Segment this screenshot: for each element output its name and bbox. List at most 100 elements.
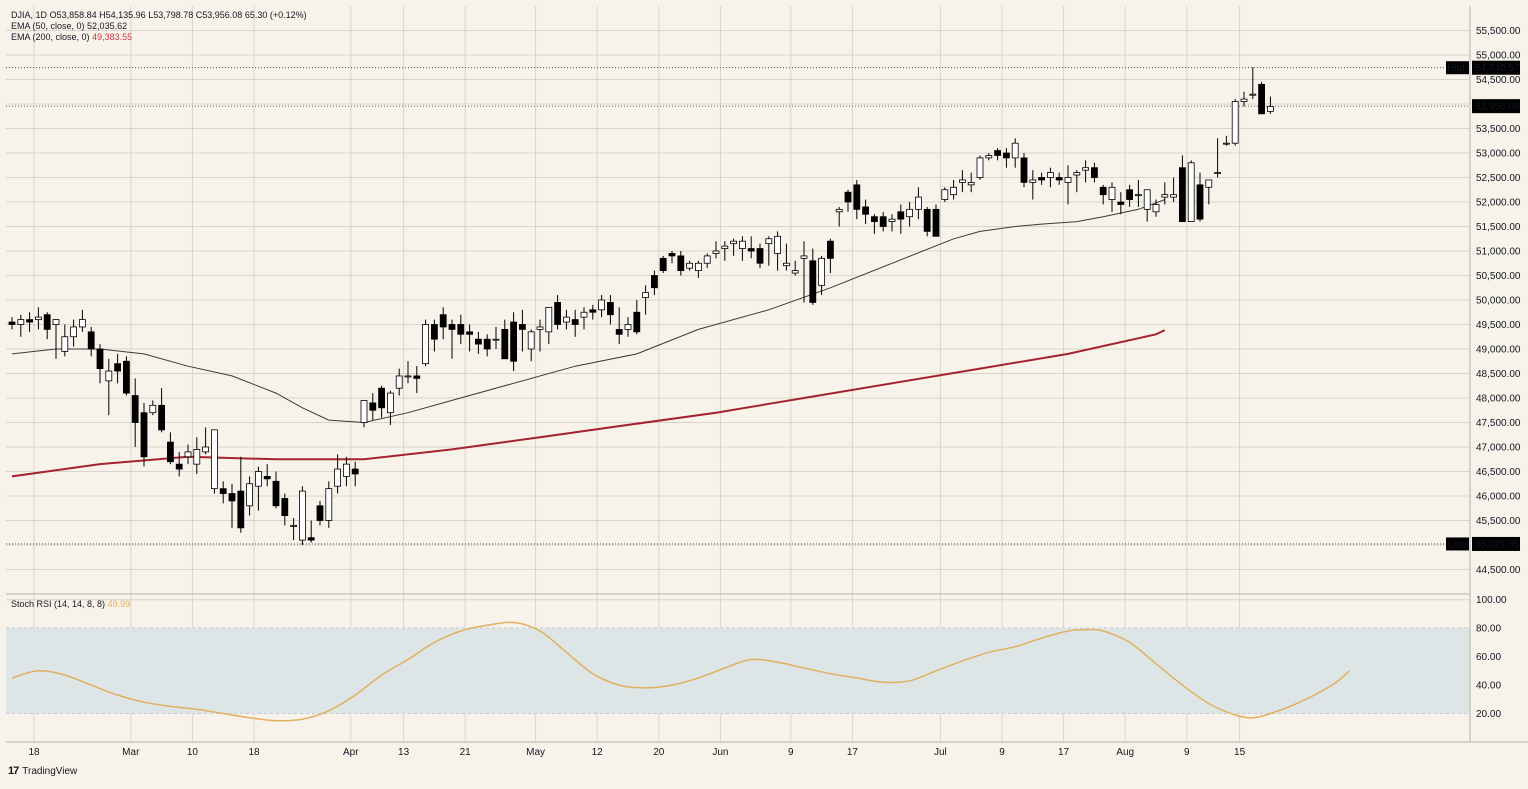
candle-body <box>1126 189 1133 200</box>
candle <box>1267 96 1274 114</box>
time-tick-label: 9 <box>1184 747 1190 758</box>
candle-body <box>158 404 166 431</box>
candle-body <box>474 338 482 345</box>
candle-body <box>756 248 764 264</box>
price-tick-label: 47,500.00 <box>1476 418 1521 429</box>
candle-body <box>360 400 368 423</box>
price-tick-label: 50,000.00 <box>1476 296 1521 307</box>
price-tick-label: 51,500.00 <box>1476 222 1521 233</box>
candle <box>642 285 649 315</box>
candle <box>210 429 218 494</box>
candle-body <box>342 463 350 477</box>
candle-body <box>633 311 641 333</box>
candle-body <box>659 257 667 272</box>
price-tick-label: 47,000.00 <box>1476 443 1521 454</box>
candle-body <box>325 488 333 521</box>
candle <box>800 241 808 303</box>
candle-body <box>8 321 16 325</box>
candle-body <box>1038 177 1045 181</box>
time-tick-label: Jul <box>934 747 947 758</box>
candle <box>105 358 113 416</box>
candle <box>430 319 438 352</box>
candle <box>79 309 86 332</box>
time-tick-label: 20 <box>653 747 665 758</box>
stoch-tick-label: 100.00 <box>1476 595 1507 606</box>
candle-body <box>1187 162 1195 223</box>
candle <box>1223 135 1230 146</box>
candle-body <box>783 262 790 267</box>
tradingview-logo[interactable]: 17 TradingView <box>8 765 77 777</box>
candle <box>43 312 51 340</box>
candle <box>140 402 148 467</box>
time-tick-label: 10 <box>187 747 199 758</box>
price-tick-label: 55,500.00 <box>1476 26 1521 37</box>
candle-body <box>1099 186 1107 196</box>
candle <box>1143 189 1151 222</box>
candle-body <box>1143 189 1151 210</box>
candle-body <box>263 475 271 480</box>
candle-body <box>519 324 526 330</box>
candle-body <box>712 250 720 254</box>
candle <box>342 456 350 487</box>
candle-body <box>686 262 693 269</box>
candle <box>1003 148 1010 168</box>
candle <box>457 314 465 345</box>
candle-body <box>1258 84 1265 115</box>
price-tick-label: 49,500.00 <box>1476 320 1521 331</box>
candle <box>298 486 306 545</box>
candle-body <box>316 505 324 521</box>
stoch-tick-label: 60.00 <box>1476 652 1501 663</box>
low-marker-price-tag <box>1472 536 1520 551</box>
candle-body <box>448 324 456 330</box>
candle-body <box>501 328 509 360</box>
candle-body <box>774 235 781 254</box>
candle-body <box>422 324 430 365</box>
candle-body <box>237 490 245 529</box>
candle <box>941 187 949 202</box>
candle <box>624 317 632 337</box>
candle-body <box>281 498 289 517</box>
candle <box>1011 138 1019 168</box>
candle-body <box>123 360 130 394</box>
candle-body <box>1047 172 1054 178</box>
candle-body <box>395 375 403 389</box>
candle <box>404 361 412 384</box>
candle-body <box>985 155 993 159</box>
candle <box>1126 184 1133 207</box>
price-tick-label: 55,000.00 <box>1476 51 1521 62</box>
candle-body <box>26 319 34 323</box>
price-tick-label: 52,500.00 <box>1476 173 1521 184</box>
candle-body <box>202 446 210 453</box>
candle-body <box>1108 186 1116 200</box>
candle-body <box>677 255 685 271</box>
candle <box>703 253 711 269</box>
candle <box>1047 167 1054 188</box>
candle <box>246 476 254 516</box>
candle-body <box>114 363 121 372</box>
candle <box>483 334 491 357</box>
price-tick-label: 44,500.00 <box>1476 565 1521 576</box>
candle-body <box>791 270 799 274</box>
candle-body <box>536 326 544 330</box>
candle <box>888 214 896 232</box>
candle <box>175 451 183 477</box>
candle <box>35 307 42 330</box>
candle-body <box>96 348 104 370</box>
high-marker-price-tag <box>1472 60 1520 75</box>
candle-body <box>888 218 896 222</box>
candle <box>1231 99 1239 146</box>
candle <box>272 471 280 509</box>
time-tick-label: 17 <box>847 747 859 758</box>
candle-body <box>818 257 825 286</box>
candle <box>149 400 157 416</box>
candle <box>871 214 878 234</box>
candle <box>17 314 25 337</box>
candle-body <box>1073 172 1081 176</box>
candle-body <box>17 319 25 325</box>
candle-body <box>897 211 905 220</box>
candle <box>131 378 139 447</box>
candle <box>8 317 16 330</box>
candle <box>695 260 702 278</box>
candle-body <box>466 331 474 335</box>
